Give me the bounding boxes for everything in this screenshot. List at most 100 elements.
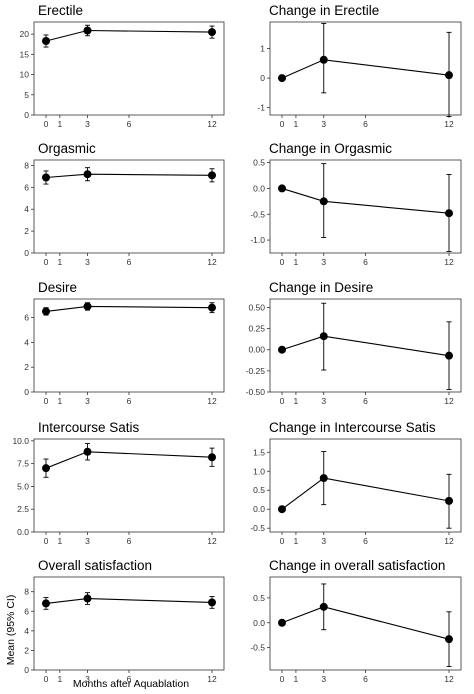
- series-line: [45, 29, 213, 42]
- data-point: [208, 171, 216, 180]
- x-tick-label: 12: [444, 536, 454, 546]
- series-line: [281, 59, 450, 79]
- y-tick-label: 0: [24, 387, 29, 397]
- y-tick-label: 0.0: [253, 183, 265, 193]
- x-tick-label: 3: [85, 536, 90, 546]
- y-tick-label: 0.50: [248, 302, 265, 312]
- panel-title: Erectile: [38, 3, 83, 18]
- data-point: [83, 302, 92, 311]
- panel-frame: [269, 298, 462, 393]
- y-tick-label: 0.5: [253, 593, 265, 603]
- data-point: [83, 594, 92, 603]
- chart-panel: Change in overall satisfaction -0.5 0.0 0.5…: [250, 558, 462, 684]
- panel-frame: [33, 438, 225, 533]
- y-tick-label: 0: [24, 110, 29, 120]
- panel-frame: [269, 576, 462, 671]
- data-point: [445, 496, 453, 505]
- series-line: [45, 597, 213, 604]
- data-point: [445, 71, 453, 80]
- y-tick-label: 2: [24, 226, 29, 236]
- data-point: [445, 635, 453, 644]
- data-point: [83, 170, 92, 179]
- y-tick-label: 0: [24, 665, 29, 675]
- panel-frame: [269, 159, 462, 254]
- y-tick-label: 0.0: [253, 504, 265, 514]
- x-tick-label: 0: [44, 536, 49, 546]
- y-tick-label: -1: [257, 103, 265, 113]
- x-tick-label: 1: [57, 674, 62, 684]
- y-tick-label: 0.25: [248, 324, 265, 334]
- data-point: [42, 464, 50, 473]
- y-tick-label: 0: [24, 248, 29, 258]
- x-tick-label: 12: [207, 674, 217, 684]
- y-tick-label: 0.0: [253, 618, 265, 628]
- panel-title: Orgasmic: [38, 141, 96, 156]
- x-tick-label: 3: [321, 257, 326, 267]
- panel-frame: [33, 298, 225, 393]
- x-tick-label: 0: [44, 396, 49, 406]
- y-tick-label: -0.5: [250, 643, 265, 653]
- data-point: [445, 351, 453, 360]
- data-point: [319, 332, 328, 341]
- series-line: [45, 305, 213, 312]
- panel-title: Change in Erectile: [269, 3, 379, 18]
- y-tick-label: 2: [24, 362, 29, 372]
- y-tick-label: 6: [24, 182, 29, 192]
- x-tick-label: 12: [207, 257, 217, 267]
- x-tick-label: 0: [280, 396, 285, 406]
- chart-panel: Change in Intercourse Satis -0.5 0.0 0.5 1.0…: [250, 420, 462, 546]
- panel-frame: [33, 576, 225, 671]
- x-tick-label: 6: [127, 396, 132, 406]
- data-point: [83, 447, 92, 456]
- y-tick-label: 5: [24, 90, 29, 100]
- panel-title: Change in Desire: [269, 280, 373, 295]
- x-tick-label: 1: [57, 536, 62, 546]
- y-axis-label: Mean (95% CI): [5, 595, 17, 666]
- x-tick-label: 12: [444, 674, 454, 684]
- data-point: [42, 173, 50, 182]
- x-tick-label: 12: [444, 257, 454, 267]
- series-line: [281, 187, 450, 214]
- x-tick-label: 6: [127, 674, 132, 684]
- y-tick-label: 7.5: [17, 459, 29, 469]
- chart-panel: Change in Orgasmic -1.0 -0.5 0.0 0.5 0 1 3 6 12: [250, 141, 462, 267]
- data-point: [42, 599, 50, 608]
- x-tick-label: 1: [294, 536, 299, 546]
- panel-title: Intercourse Satis: [38, 420, 140, 435]
- y-tick-label: -0.50: [246, 387, 266, 397]
- x-tick-label: 0: [280, 119, 285, 129]
- y-tick-label: 8: [24, 160, 29, 170]
- panel-title: Overall satisfaction: [38, 558, 152, 573]
- x-tick-label: 12: [207, 119, 217, 129]
- data-point: [208, 303, 216, 312]
- y-tick-label: 10.0: [12, 436, 29, 446]
- y-tick-label: 6: [24, 313, 29, 323]
- y-tick-label: 8: [24, 587, 29, 597]
- x-tick-label: 0: [280, 674, 285, 684]
- x-tick-label: 1: [294, 257, 299, 267]
- data-point: [208, 453, 216, 462]
- y-tick-label: 4: [24, 204, 29, 214]
- data-point: [319, 55, 328, 64]
- chart-panel: Change in Desire-0.50-0.250.000.250.500 1…: [246, 280, 462, 406]
- chart-panel: Intercourse Satis 0.0 2.5 5.0 7.5 10.0 0 1 3 6 12: [12, 420, 225, 546]
- y-tick-label: 1.5: [253, 447, 265, 457]
- data-point: [208, 598, 216, 607]
- x-tick-label: 12: [444, 119, 454, 129]
- x-tick-label: 0: [44, 674, 49, 684]
- y-tick-label: 0.0: [17, 527, 29, 537]
- series-line: [281, 477, 450, 510]
- x-tick-label: 1: [294, 674, 299, 684]
- panel-title: Desire: [38, 280, 77, 295]
- data-point: [208, 28, 216, 37]
- data-point: [319, 197, 328, 206]
- x-tick-label: 3: [321, 396, 326, 406]
- x-tick-label: 12: [207, 396, 217, 406]
- x-tick-label: 3: [321, 674, 326, 684]
- x-tick-label: 1: [57, 396, 62, 406]
